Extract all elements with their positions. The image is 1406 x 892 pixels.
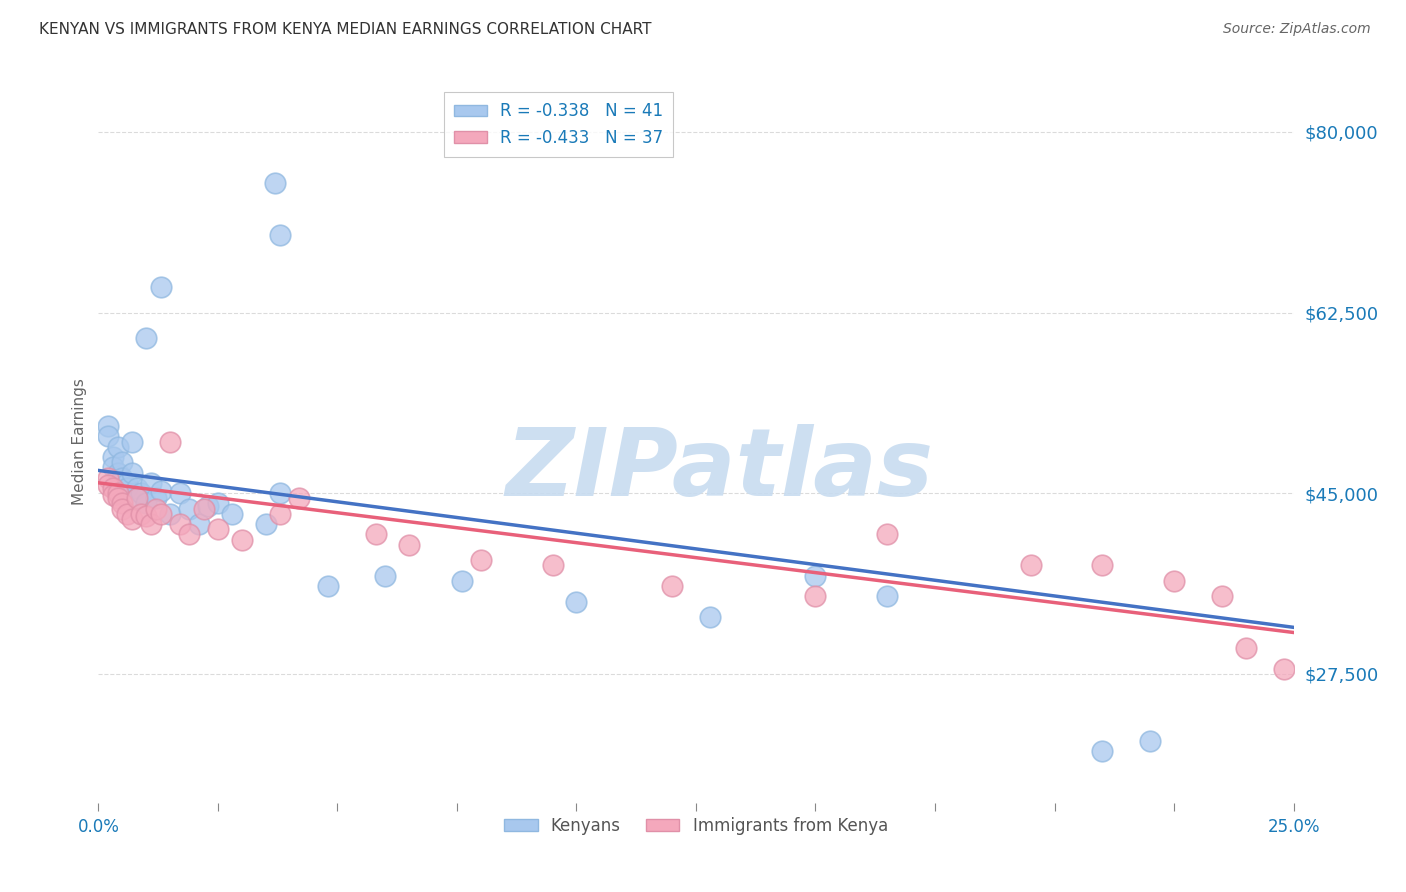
Text: Source: ZipAtlas.com: Source: ZipAtlas.com [1223, 22, 1371, 37]
Point [1091, 558, 1114, 573]
Point [101, 450, 124, 464]
Point [1234, 640, 1257, 655]
Point [374, 568, 396, 582]
Point [111, 496, 134, 510]
Point [231, 533, 253, 547]
Point [221, 507, 243, 521]
Point [876, 590, 898, 604]
Point [97, 471, 120, 485]
Point [207, 522, 229, 536]
Legend: Kenyans, Immigrants from Kenya: Kenyans, Immigrants from Kenya [498, 810, 894, 841]
Point [115, 481, 138, 495]
Point [139, 475, 162, 490]
Point [398, 538, 420, 552]
Text: ZIPatlas: ZIPatlas [506, 425, 934, 516]
Point [149, 484, 172, 499]
Point [125, 481, 148, 495]
Point [207, 496, 229, 510]
Point [121, 434, 143, 449]
Point [97, 478, 120, 492]
Point [193, 501, 215, 516]
Point [131, 486, 153, 500]
Point [101, 460, 124, 475]
Point [101, 488, 124, 502]
Point [364, 527, 387, 541]
Point [254, 517, 277, 532]
Point [107, 491, 129, 506]
Point [135, 508, 157, 523]
Point [179, 527, 201, 541]
Point [107, 440, 129, 454]
Point [97, 429, 120, 443]
Point [115, 507, 138, 521]
Point [135, 496, 157, 510]
Point [450, 574, 472, 588]
Point [661, 579, 683, 593]
Point [111, 471, 134, 485]
Point [107, 486, 129, 500]
Point [111, 455, 134, 469]
Point [541, 558, 564, 573]
Point [470, 553, 492, 567]
Point [1139, 734, 1161, 748]
Point [125, 491, 148, 506]
Point [179, 501, 201, 516]
Point [288, 491, 311, 506]
Point [145, 501, 167, 516]
Point [107, 466, 129, 480]
Point [169, 517, 191, 532]
Point [804, 590, 827, 604]
Point [1091, 744, 1114, 758]
Point [1211, 590, 1233, 604]
Point [269, 486, 291, 500]
Point [121, 466, 143, 480]
Point [145, 491, 167, 506]
Point [169, 486, 191, 500]
Point [187, 517, 209, 532]
Point [101, 481, 124, 495]
Point [804, 568, 827, 582]
Point [876, 527, 898, 541]
Text: KENYAN VS IMMIGRANTS FROM KENYA MEDIAN EARNINGS CORRELATION CHART: KENYAN VS IMMIGRANTS FROM KENYA MEDIAN E… [39, 22, 652, 37]
Point [121, 512, 143, 526]
Point [197, 499, 219, 513]
Y-axis label: Median Earnings: Median Earnings [72, 378, 87, 505]
Point [149, 279, 172, 293]
Point [125, 491, 148, 506]
Point [115, 475, 138, 490]
Point [565, 594, 588, 608]
Point [264, 177, 287, 191]
Point [111, 501, 134, 516]
Point [131, 507, 153, 521]
Point [97, 419, 120, 434]
Point [149, 507, 172, 521]
Point [269, 507, 291, 521]
Point [699, 610, 721, 624]
Point [159, 434, 181, 449]
Point [316, 579, 339, 593]
Point [135, 331, 157, 345]
Point [1163, 574, 1185, 588]
Point [159, 507, 181, 521]
Point [269, 228, 291, 243]
Point [1019, 558, 1042, 573]
Point [1272, 662, 1295, 676]
Point [139, 517, 162, 532]
